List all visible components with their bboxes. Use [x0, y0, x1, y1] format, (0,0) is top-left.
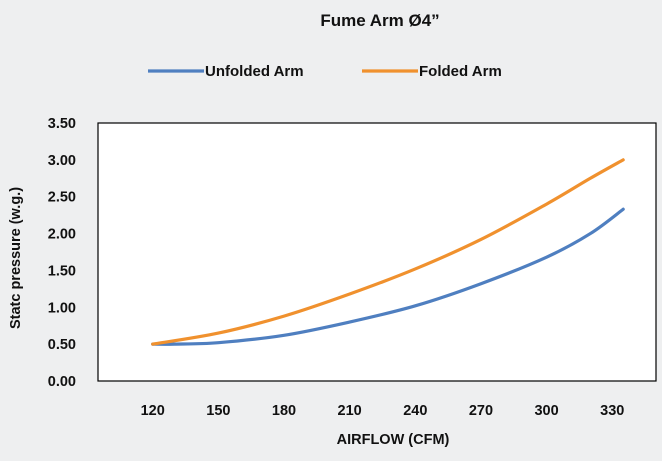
x-tick-label: 180 [272, 403, 296, 419]
y-tick-label: 1.50 [48, 263, 76, 279]
y-axis-label: Statc pressure (w.g.) [8, 187, 24, 329]
series-line-folded-arm [151, 158, 625, 346]
x-tick-label: 270 [469, 403, 493, 419]
x-axis-label: AIRFLOW (CFM) [337, 432, 450, 448]
x-tick-label: 330 [600, 403, 624, 419]
x-tick-label: 120 [141, 403, 165, 419]
y-tick-label: 2.50 [48, 190, 76, 206]
y-tick-label: 2.00 [48, 227, 76, 243]
plot-area [97, 122, 657, 382]
x-tick-label: 150 [206, 403, 230, 419]
y-tick-label: 1.00 [48, 300, 76, 316]
y-tick-label: 3.00 [48, 153, 76, 169]
x-tick-label: 300 [534, 403, 558, 419]
x-tick-label: 210 [338, 403, 362, 419]
series-line-unfolded-arm [151, 207, 625, 346]
x-axis-ticks: 120 150 180 210 240 270 300 330 [141, 403, 625, 419]
y-tick-label: 0.50 [48, 337, 76, 353]
y-tick-label: 3.50 [48, 116, 76, 132]
y-axis-ticks: 0.00 0.50 1.00 1.50 2.00 2.50 3.00 3.50 [48, 116, 76, 390]
legend-label-folded-arm: Folded Arm [419, 63, 502, 80]
x-tick-label: 240 [403, 403, 427, 419]
legend-label-unfolded-arm: Unfolded Arm [205, 63, 304, 80]
y-tick-label: 0.00 [48, 374, 76, 390]
chart-title: Fume Arm Ø4” [320, 11, 439, 30]
legend: Unfolded Arm Folded Arm [148, 63, 502, 80]
series-layer [151, 158, 625, 346]
